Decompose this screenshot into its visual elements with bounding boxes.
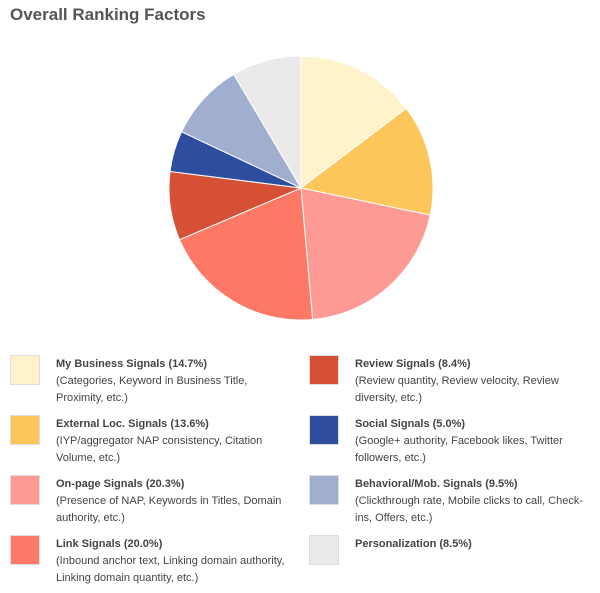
legend-swatch: [10, 355, 40, 385]
legend-swatch: [309, 475, 339, 505]
legend-item: Social Signals (5.0%) (Google+ authority,…: [309, 415, 599, 473]
pie-slice: [180, 73, 303, 190]
legend-item: My Business Signals (14.7%) (Categories, …: [10, 355, 300, 413]
legend-text: Link Signals (20.0%) (Inbound anchor text…: [56, 536, 292, 587]
legend-text: External Loc. Signals (13.6%) (IYP/aggreg…: [56, 416, 292, 467]
legend-swatch: [309, 355, 339, 385]
legend-item: Behavioral/Mob. Signals (9.5%) (Clickthro…: [309, 475, 599, 533]
chart-title: Overall Ranking Factors: [10, 5, 206, 24]
legend-swatch: [10, 535, 40, 565]
pie-slice: [299, 107, 434, 216]
legend-description: (Inbound anchor text, Linking domain aut…: [56, 555, 285, 584]
pie-slice: [233, 55, 302, 190]
legend-item: Personalization (8.5%): [309, 535, 599, 593]
legend-swatch: [10, 415, 40, 445]
legend-description: (IYP/aggregator NAP consistency, Citatio…: [56, 435, 263, 464]
legend-item: Link Signals (20.0%) (Inbound anchor text…: [10, 535, 300, 593]
legend-label: My Business Signals (14.7%): [56, 358, 207, 370]
pie-slice: [300, 55, 408, 190]
legend-label: External Loc. Signals (13.6%): [56, 418, 209, 430]
legend-label: Review Signals (8.4%): [355, 358, 471, 370]
legend-item: Review Signals (8.4%) (Review quantity, R…: [309, 355, 599, 413]
pie-slice: [178, 187, 314, 321]
legend-text: Review Signals (8.4%) (Review quantity, R…: [355, 356, 591, 407]
legend-label: Link Signals (20.0%): [56, 538, 163, 550]
legend-text: Personalization (8.5%): [355, 536, 591, 553]
legend-text: Social Signals (5.0%) (Google+ authority,…: [355, 416, 591, 467]
legend-text: My Business Signals (14.7%) (Categories, …: [56, 356, 292, 407]
legend-swatch: [309, 415, 339, 445]
legend-description: (Clickthrough rate, Mobile clicks to cal…: [355, 495, 584, 524]
legend-item: External Loc. Signals (13.6%) (IYP/aggreg…: [10, 415, 300, 473]
legend-description: (Categories, Keyword in Business Title, …: [56, 375, 248, 404]
chart: [168, 55, 434, 321]
legend-label: On-page Signals (20.3%): [56, 478, 185, 490]
legend-label: Behavioral/Mob. Signals (9.5%): [355, 478, 518, 490]
pie-slice: [300, 187, 431, 321]
legend-description: (Google+ authority, Facebook likes, Twit…: [355, 435, 563, 464]
legend-text: Behavioral/Mob. Signals (9.5%) (Clickthro…: [355, 476, 591, 527]
legend-label: Personalization (8.5%): [355, 538, 472, 550]
legend-swatch: [309, 535, 339, 565]
legend-item: On-page Signals (20.3%) (Presence of NAP,…: [10, 475, 300, 533]
legend-label: Social Signals (5.0%): [355, 418, 466, 430]
legend-text: On-page Signals (20.3%) (Presence of NAP,…: [56, 476, 292, 527]
legend-description: (Review quantity, Review velocity, Revie…: [355, 375, 559, 404]
legend-description: (Presence of NAP, Keywords in Titles, Do…: [56, 495, 282, 524]
legend-swatch: [10, 475, 40, 505]
